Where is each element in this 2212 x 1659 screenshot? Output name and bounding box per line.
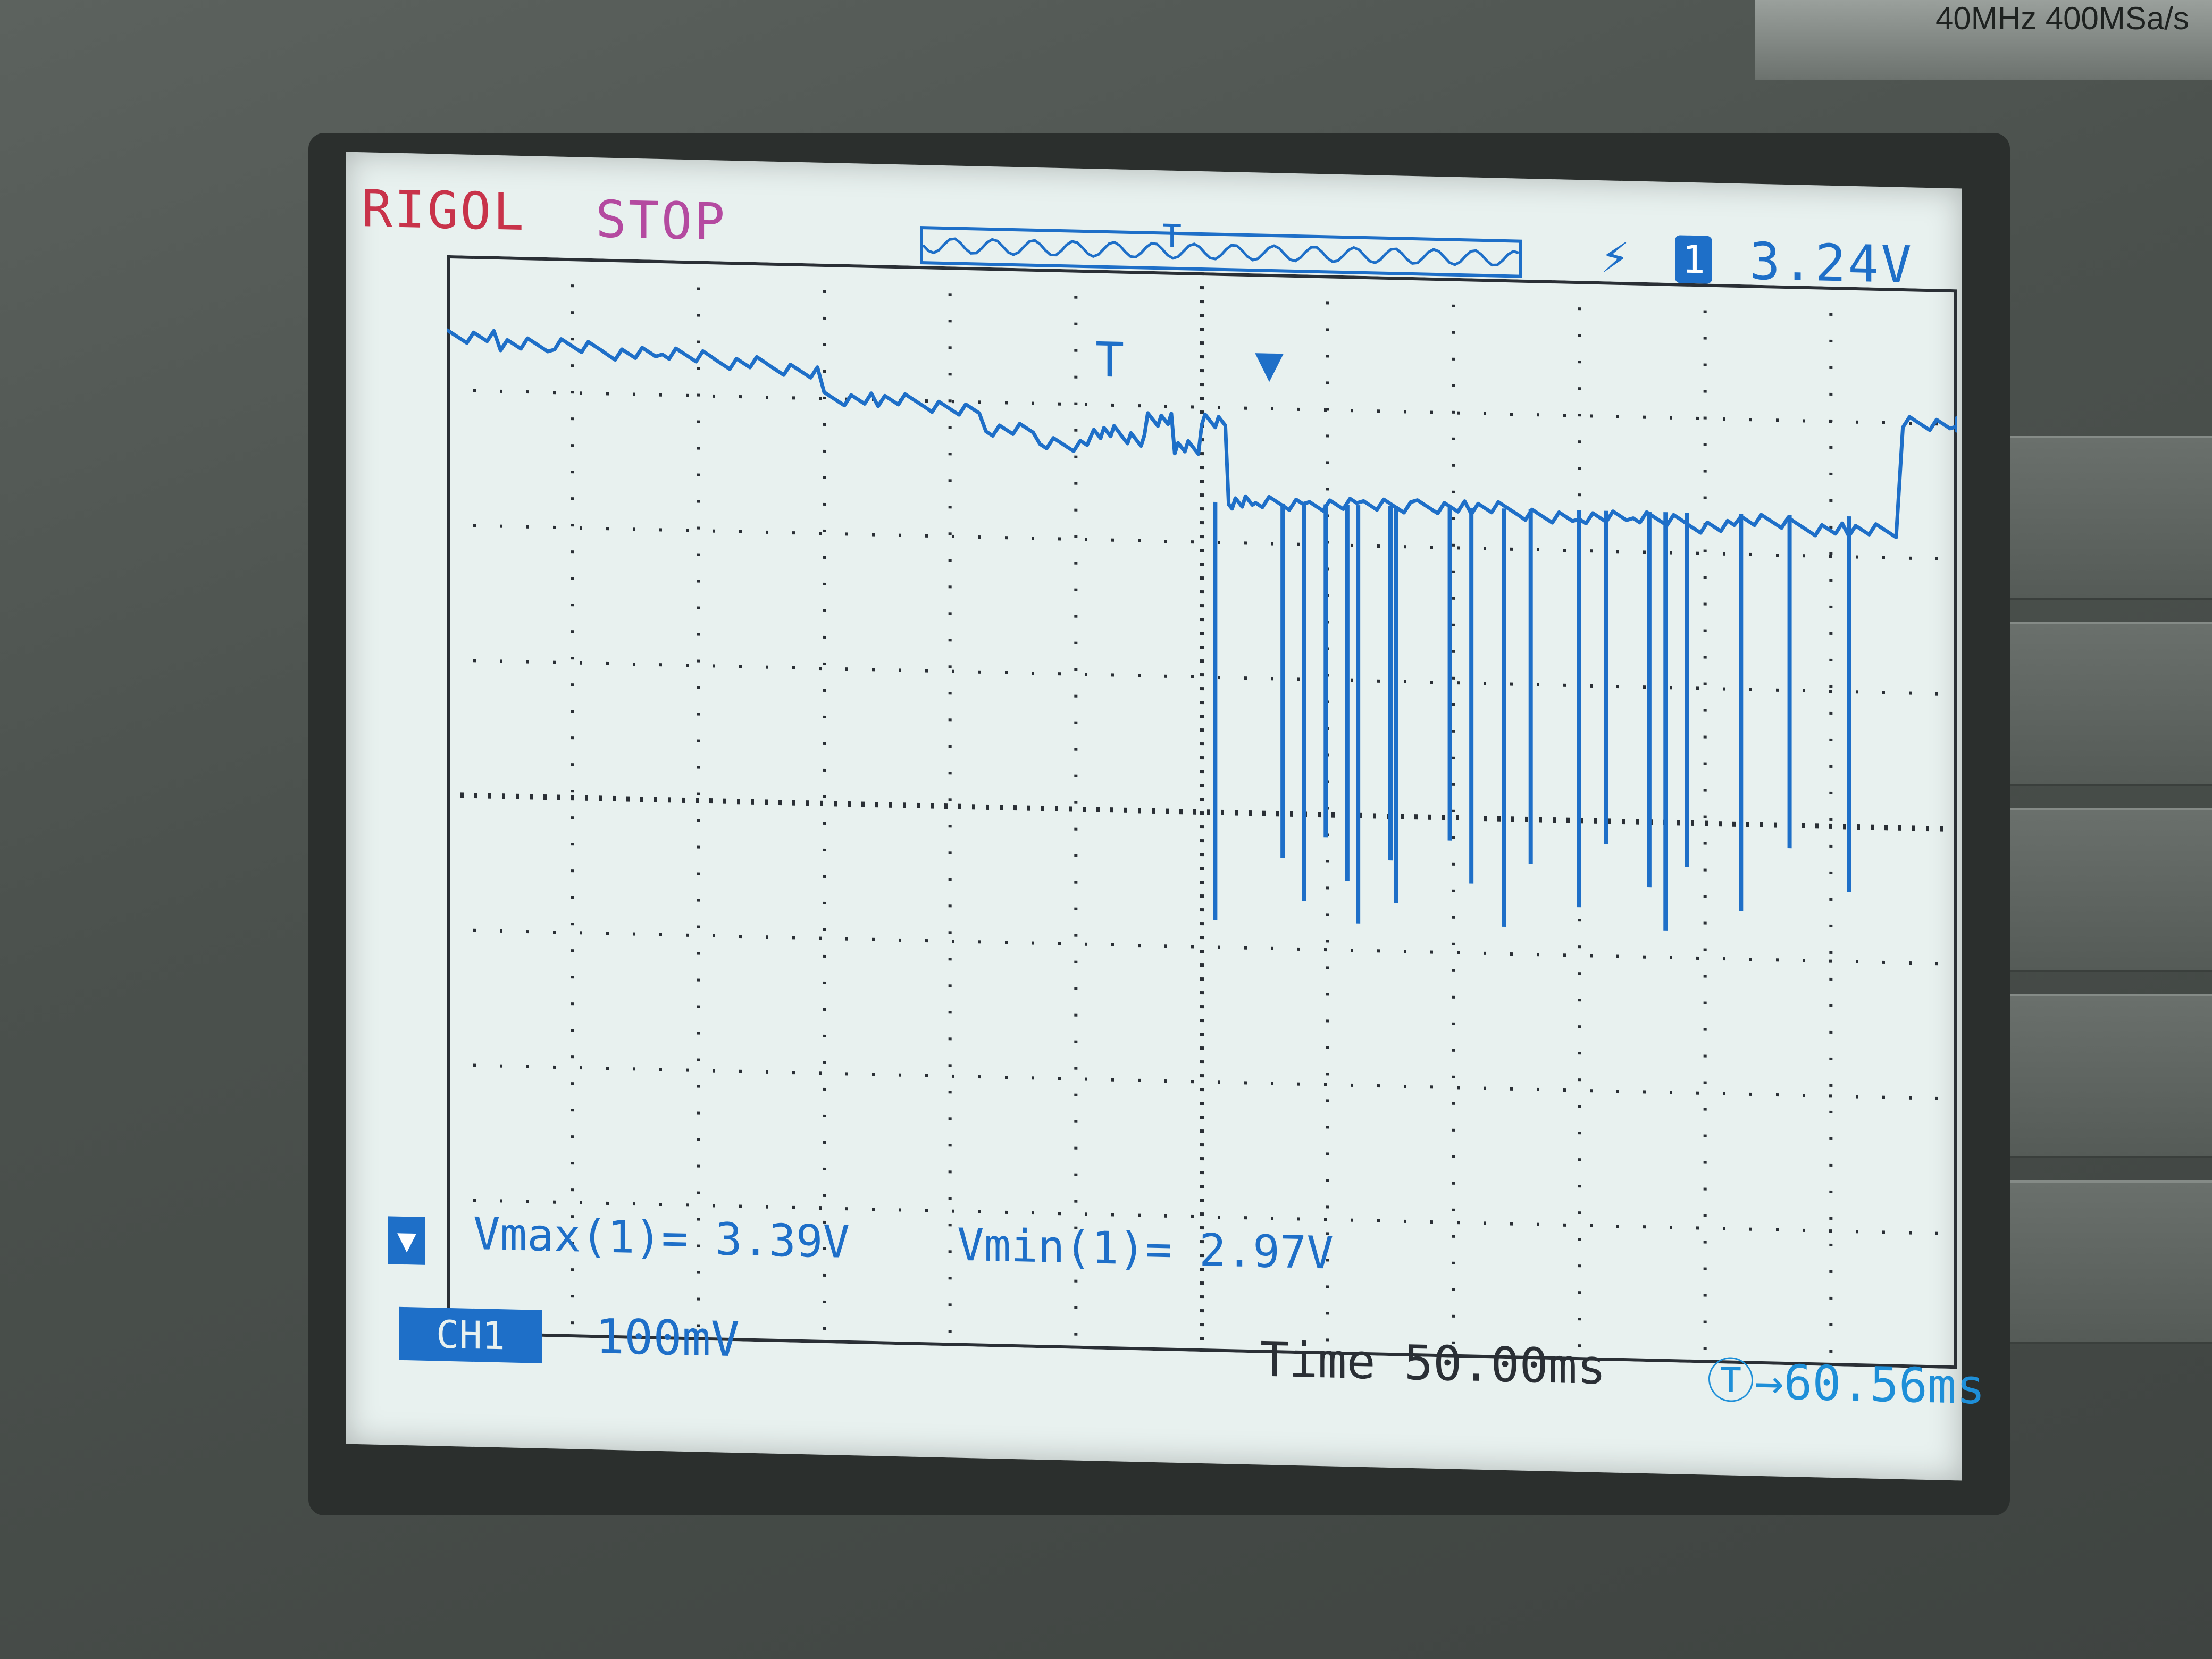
- trigger-source-badge: 1: [1675, 235, 1712, 284]
- memory-waveform-icon: [922, 237, 1519, 267]
- grid-line-horizontal: [447, 523, 1957, 561]
- trigger-offset: Ⓣ→60.56ms: [1707, 1353, 1985, 1415]
- trigger-position-marker: T: [1095, 332, 1124, 389]
- vmax-readout: Vmax(1)= 3.39V: [473, 1207, 850, 1269]
- grid-line-horizontal: [447, 928, 1957, 966]
- softkey-1[interactable]: [1999, 436, 2212, 600]
- grid-line-horizontal: [447, 792, 1957, 832]
- graticule: [447, 255, 1957, 1369]
- channel-ground-marker: ▼: [388, 1216, 425, 1265]
- model-label: 40MHz 400MSa/s: [1936, 1, 2189, 36]
- run-state: STOP: [596, 189, 727, 252]
- rising-edge-icon: ⚡: [1601, 228, 1630, 285]
- channel-label: CH1: [399, 1306, 542, 1363]
- trace-dips: [1213, 501, 1851, 931]
- screen-center-marker: ▼: [1255, 336, 1284, 392]
- brand-label: RIGOL: [362, 179, 526, 242]
- vmin-readout: Vmin(1)= 2.97V: [957, 1218, 1334, 1279]
- volts-per-div: 100mV: [596, 1309, 740, 1368]
- channel-1-trace: [447, 328, 1957, 539]
- trigger-markers: T ▼: [1095, 332, 1284, 392]
- softkey-2[interactable]: [1999, 622, 2212, 786]
- time-base: Time 50.00ms: [1260, 1331, 1606, 1396]
- waveform-area: T ▼: [447, 255, 1957, 1369]
- scope-screen: RIGOL STOP T ⚡ 1 3.24V T ▼ ▼ Vmax(1)= 3.3…: [346, 152, 1985, 1481]
- softkey-5[interactable]: [1999, 1180, 2212, 1344]
- grid-line-horizontal: [447, 1063, 1957, 1101]
- softkey-3[interactable]: [1999, 808, 2212, 972]
- softkey-column: [1999, 436, 2212, 1579]
- softkey-4[interactable]: [1999, 994, 2212, 1158]
- memory-trigger-marker: T: [1162, 217, 1182, 256]
- waveform-plot: T ▼: [447, 255, 1957, 1369]
- top-panel: [1755, 0, 2212, 80]
- memory-depth-bar: T: [920, 217, 1522, 278]
